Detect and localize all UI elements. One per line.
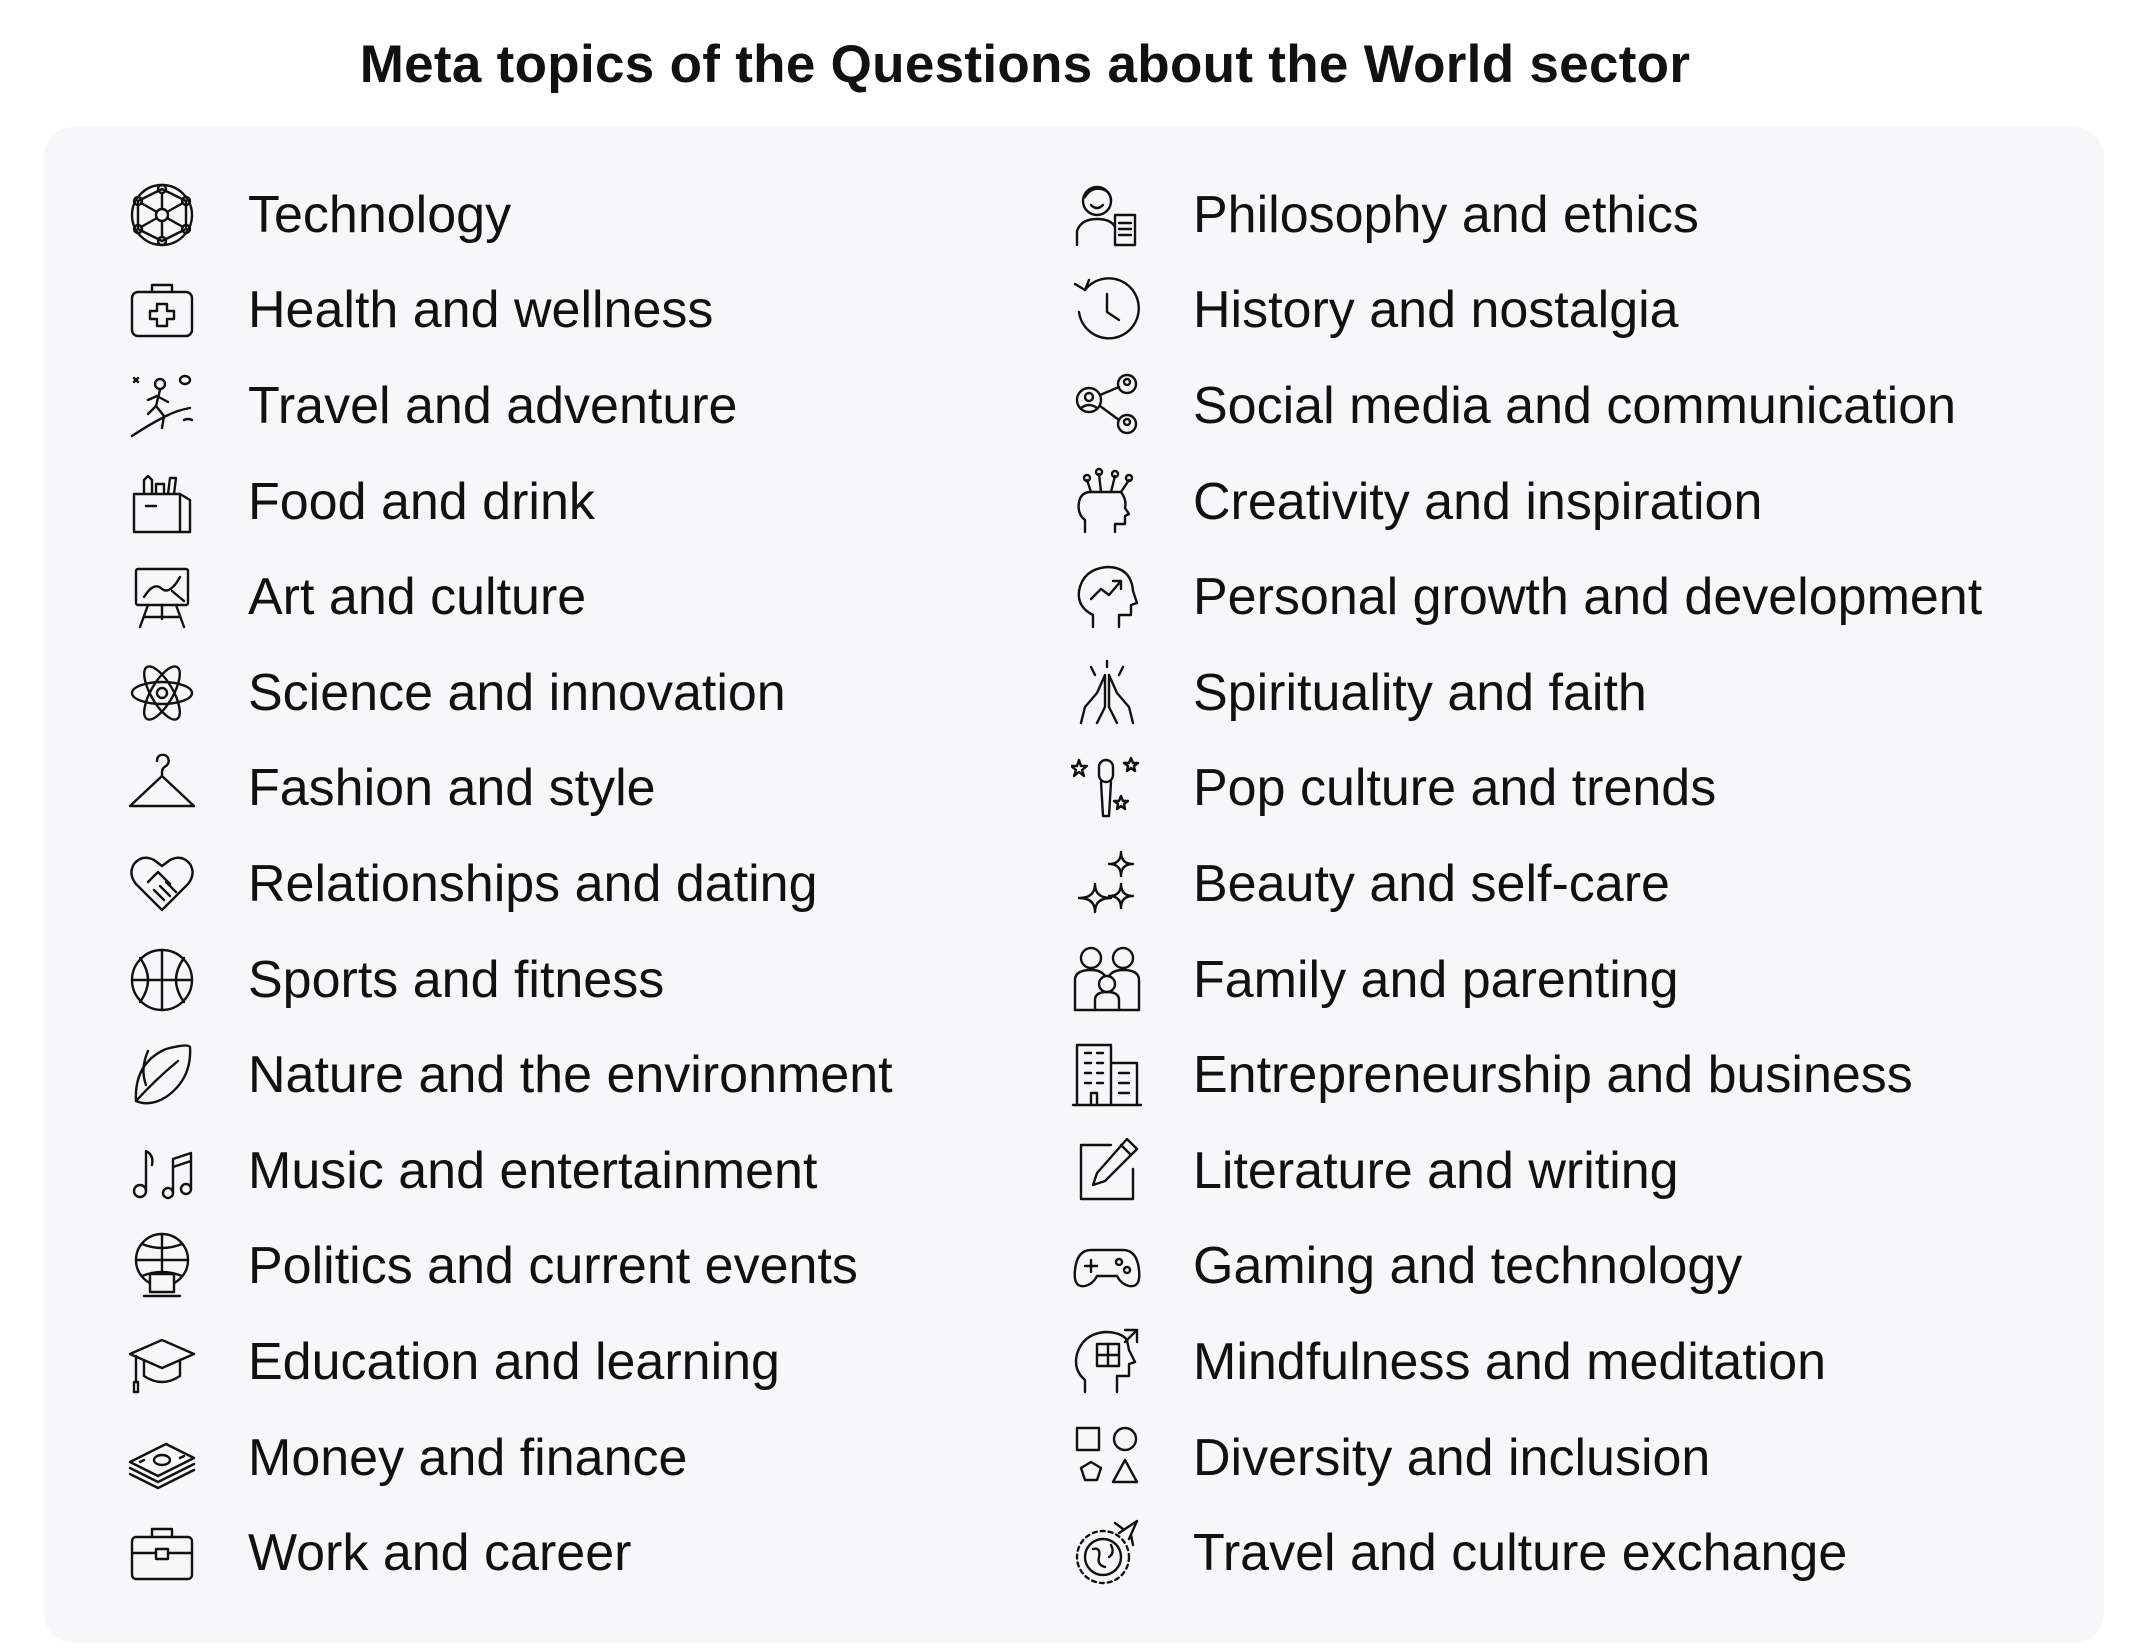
family-icon bbox=[1069, 942, 1145, 1018]
topic-label: Personal growth and development bbox=[1193, 568, 1983, 627]
music-notes-icon bbox=[124, 1133, 200, 1209]
topic-label: Technology bbox=[248, 185, 512, 244]
topic-item: Travel and adventure bbox=[124, 358, 893, 454]
history-clock-icon bbox=[1069, 272, 1145, 348]
praying-hands-icon bbox=[1069, 655, 1145, 731]
neural-network-icon bbox=[124, 177, 200, 253]
topic-item: Politics and current events bbox=[124, 1219, 893, 1315]
topic-item: Travel and culture exchange bbox=[1069, 1505, 1982, 1601]
heart-handshake-icon bbox=[124, 846, 200, 922]
globe-plane-icon bbox=[1069, 1515, 1145, 1591]
topic-item: Family and parenting bbox=[1069, 932, 1982, 1028]
topics-panel: Technology Health and wellness Travel and … bbox=[44, 127, 2104, 1643]
topic-item: Art and culture bbox=[124, 549, 893, 645]
hiker-icon bbox=[124, 368, 200, 444]
philosopher-icon bbox=[1069, 177, 1145, 253]
easel-icon bbox=[124, 559, 200, 635]
globe-podium-icon bbox=[124, 1228, 200, 1304]
grocery-bag-icon bbox=[124, 464, 200, 540]
topic-item: Personal growth and development bbox=[1069, 549, 1982, 645]
topic-label: Nature and the environment bbox=[248, 1046, 893, 1105]
topic-label: Travel and adventure bbox=[248, 376, 738, 435]
hanger-icon bbox=[124, 750, 200, 826]
topic-label: History and nostalgia bbox=[1193, 281, 1679, 340]
topic-label: Social media and communication bbox=[1193, 376, 1957, 435]
topic-item: Philosophy and ethics bbox=[1069, 167, 1982, 263]
topic-label: Money and finance bbox=[248, 1428, 688, 1487]
topic-label: Mindfulness and meditation bbox=[1193, 1332, 1827, 1391]
topic-item: Mindfulness and meditation bbox=[1069, 1314, 1982, 1410]
topic-item: Beauty and self-care bbox=[1069, 836, 1982, 932]
topic-item: Food and drink bbox=[124, 454, 893, 550]
page-title: Meta topics of the Questions about the W… bbox=[359, 35, 1691, 94]
topic-item: Music and entertainment bbox=[124, 1123, 893, 1219]
topic-label: Gaming and technology bbox=[1193, 1237, 1743, 1296]
leaf-icon bbox=[124, 1037, 200, 1113]
topic-label: Work and career bbox=[248, 1524, 632, 1583]
topic-label: Politics and current events bbox=[248, 1237, 858, 1296]
left-topic-column: Technology Health and wellness Travel and … bbox=[124, 167, 893, 1601]
topic-label: Pop culture and trends bbox=[1193, 759, 1717, 818]
topic-label: Food and drink bbox=[248, 472, 595, 531]
topic-item: History and nostalgia bbox=[1069, 263, 1982, 359]
topic-label: Family and parenting bbox=[1193, 950, 1679, 1009]
topic-item: Work and career bbox=[124, 1505, 893, 1601]
topic-label: Beauty and self-care bbox=[1193, 854, 1670, 913]
topic-item: Education and learning bbox=[124, 1314, 893, 1410]
gamepad-icon bbox=[1069, 1228, 1145, 1304]
topic-item: Nature and the environment bbox=[124, 1027, 893, 1123]
topic-item: Creativity and inspiration bbox=[1069, 454, 1982, 550]
topic-label: Entrepreneurship and business bbox=[1193, 1046, 1913, 1105]
topic-item: Relationships and dating bbox=[124, 836, 893, 932]
sparkles-icon bbox=[1069, 846, 1145, 922]
office-building-icon bbox=[1069, 1037, 1145, 1113]
topic-label: Health and wellness bbox=[248, 281, 714, 340]
topic-label: Spirituality and faith bbox=[1193, 663, 1647, 722]
topic-label: Diversity and inclusion bbox=[1193, 1428, 1711, 1487]
topic-item: Sports and fitness bbox=[124, 932, 893, 1028]
topic-label: Fashion and style bbox=[248, 759, 656, 818]
topic-item: Fashion and style bbox=[124, 741, 893, 837]
first-aid-kit-icon bbox=[124, 272, 200, 348]
money-stack-icon bbox=[124, 1420, 200, 1496]
topic-label: Music and entertainment bbox=[248, 1141, 818, 1200]
right-topic-column: Philosophy and ethics History and nostalg… bbox=[1069, 167, 1982, 1601]
pencil-square-icon bbox=[1069, 1133, 1145, 1209]
topic-label: Travel and culture exchange bbox=[1193, 1524, 1848, 1583]
topic-label: Art and culture bbox=[248, 568, 587, 627]
topic-item: Money and finance bbox=[124, 1410, 893, 1506]
topic-item: Gaming and technology bbox=[1069, 1219, 1982, 1315]
social-network-icon bbox=[1069, 368, 1145, 444]
mind-puzzle-icon bbox=[1069, 1324, 1145, 1400]
topic-item: Technology bbox=[124, 167, 893, 263]
topic-label: Relationships and dating bbox=[248, 854, 818, 913]
topic-label: Education and learning bbox=[248, 1332, 780, 1391]
topic-item: Social media and communication bbox=[1069, 358, 1982, 454]
topic-label: Sports and fitness bbox=[248, 950, 665, 1009]
topic-item: Literature and writing bbox=[1069, 1123, 1982, 1219]
topic-item: Diversity and inclusion bbox=[1069, 1410, 1982, 1506]
shapes-icon bbox=[1069, 1420, 1145, 1496]
basketball-icon bbox=[124, 942, 200, 1018]
topic-label: Creativity and inspiration bbox=[1193, 472, 1763, 531]
topic-item: Entrepreneurship and business bbox=[1069, 1027, 1982, 1123]
atom-icon bbox=[124, 655, 200, 731]
microphone-stars-icon bbox=[1069, 750, 1145, 826]
topic-label: Science and innovation bbox=[248, 663, 786, 722]
topic-item: Health and wellness bbox=[124, 263, 893, 359]
topic-item: Pop culture and trends bbox=[1069, 741, 1982, 837]
creative-head-icon bbox=[1069, 464, 1145, 540]
topic-item: Spirituality and faith bbox=[1069, 645, 1982, 741]
briefcase-icon bbox=[124, 1515, 200, 1591]
topic-label: Philosophy and ethics bbox=[1193, 185, 1699, 244]
topic-item: Science and innovation bbox=[124, 645, 893, 741]
topic-label: Literature and writing bbox=[1193, 1141, 1679, 1200]
growth-head-icon bbox=[1069, 559, 1145, 635]
graduation-cap-icon bbox=[124, 1324, 200, 1400]
